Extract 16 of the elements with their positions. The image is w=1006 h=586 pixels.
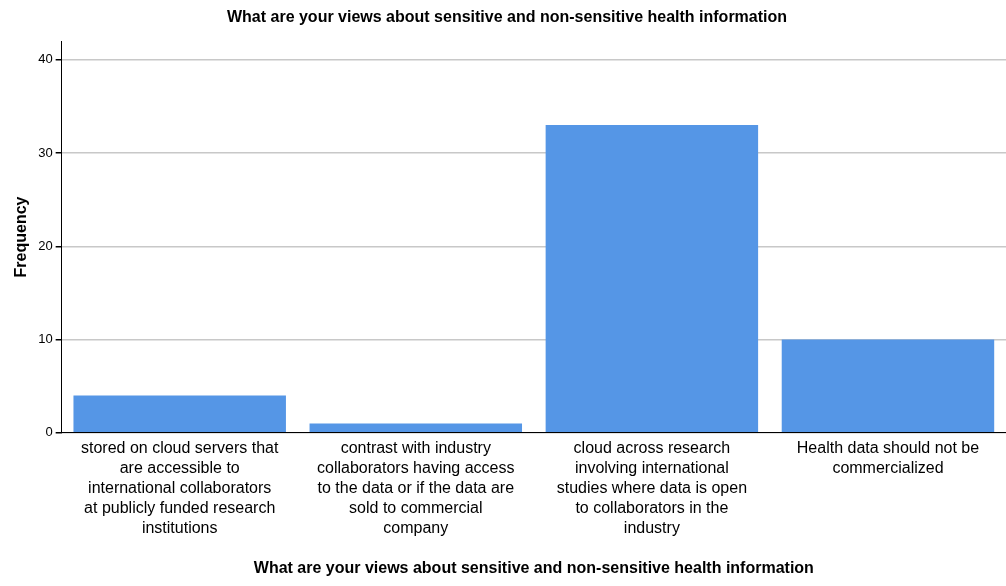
y-tick-label: 40	[38, 51, 53, 67]
y-tick-label: 20	[38, 237, 53, 253]
y-tick-label: 10	[38, 331, 53, 347]
bar	[545, 125, 759, 433]
bar	[309, 423, 523, 433]
y-axis-title: Frequency	[12, 196, 30, 278]
bar	[781, 339, 995, 433]
x-tick-label: contrast with industry collaborators having access to the data or if the data are sold to commercial company	[317, 439, 515, 537]
chart-title: What are your views about sensitive and non-sensitive health information	[226, 8, 788, 26]
bar	[73, 395, 286, 433]
y-tick-label: 0	[45, 424, 53, 440]
x-axis-title: What are your views about sensitive and non-sensitive health information	[253, 558, 814, 576]
x-tick-label: Health data should not be commercialized	[796, 439, 980, 477]
x-tick-label: cloud across research involving international studies where data is open to collaborators in the industry	[556, 439, 748, 537]
y-tick-label: 30	[38, 144, 53, 160]
x-tick-label: stored on cloud servers that are accessible to international collaborators at publicly funded research institutions	[80, 439, 279, 537]
